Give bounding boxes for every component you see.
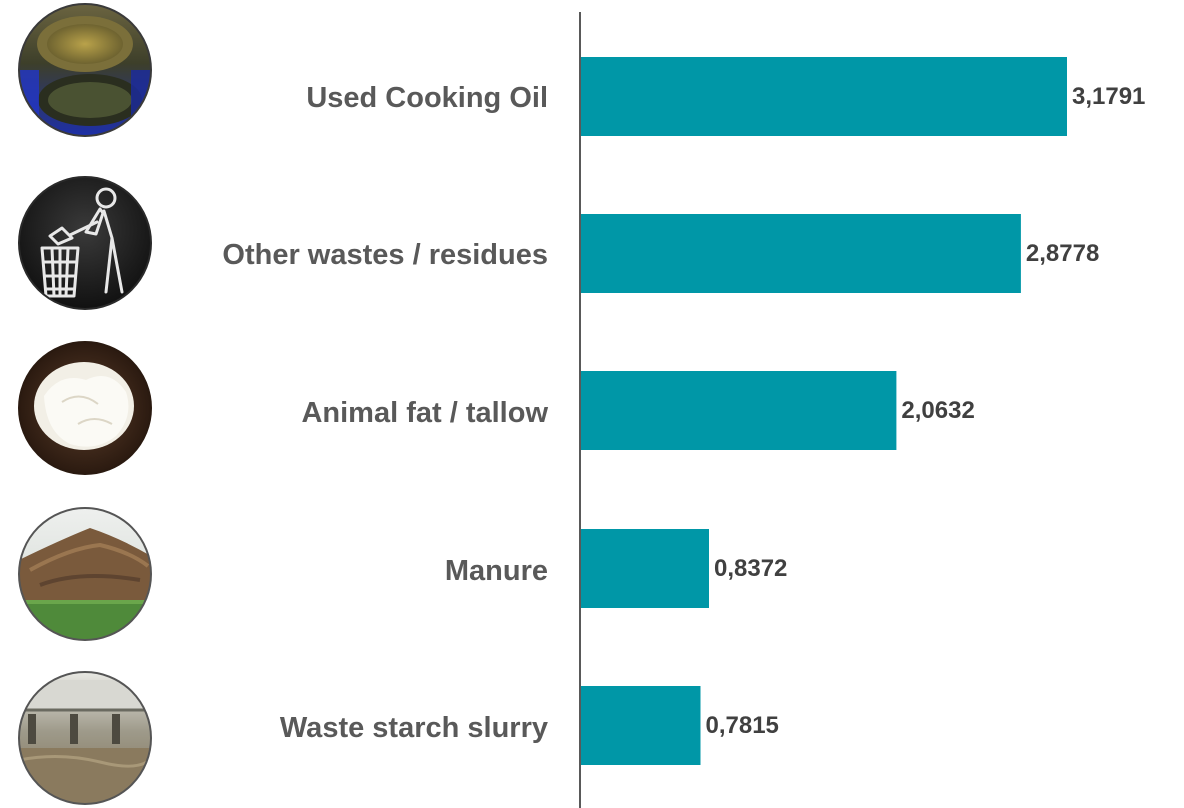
animal-fat-photo [19, 342, 151, 474]
category-label: Manure [445, 555, 548, 587]
bar [581, 529, 709, 608]
waste-starch-slurry-photo [19, 672, 151, 804]
icon-ring [18, 671, 152, 805]
icon-ring [18, 176, 152, 310]
value-label: 2,8778 [1026, 240, 1099, 267]
bar [581, 214, 1021, 293]
value-label: 3,1791 [1072, 83, 1145, 110]
trash-bin-icon [19, 177, 151, 309]
bar-series: 3,1791 2,8778 2,0632 0,8372 0,7815 [581, 57, 1145, 765]
value-label: 0,7815 [706, 712, 779, 739]
category-label: Animal fat / tallow [301, 397, 548, 429]
value-label: 0,8372 [714, 555, 787, 582]
icon-ring [18, 341, 152, 475]
manure-pile-photo [19, 508, 151, 640]
icon-ring [18, 507, 152, 641]
bar [581, 57, 1067, 136]
category-label: Other wastes / residues [222, 239, 548, 271]
value-label: 2,0632 [901, 397, 974, 424]
bar [581, 371, 897, 450]
category-label: Used Cooking Oil [306, 82, 548, 114]
icon-ring [18, 3, 152, 137]
category-label: Waste starch slurry [280, 712, 548, 744]
bar [581, 686, 701, 765]
